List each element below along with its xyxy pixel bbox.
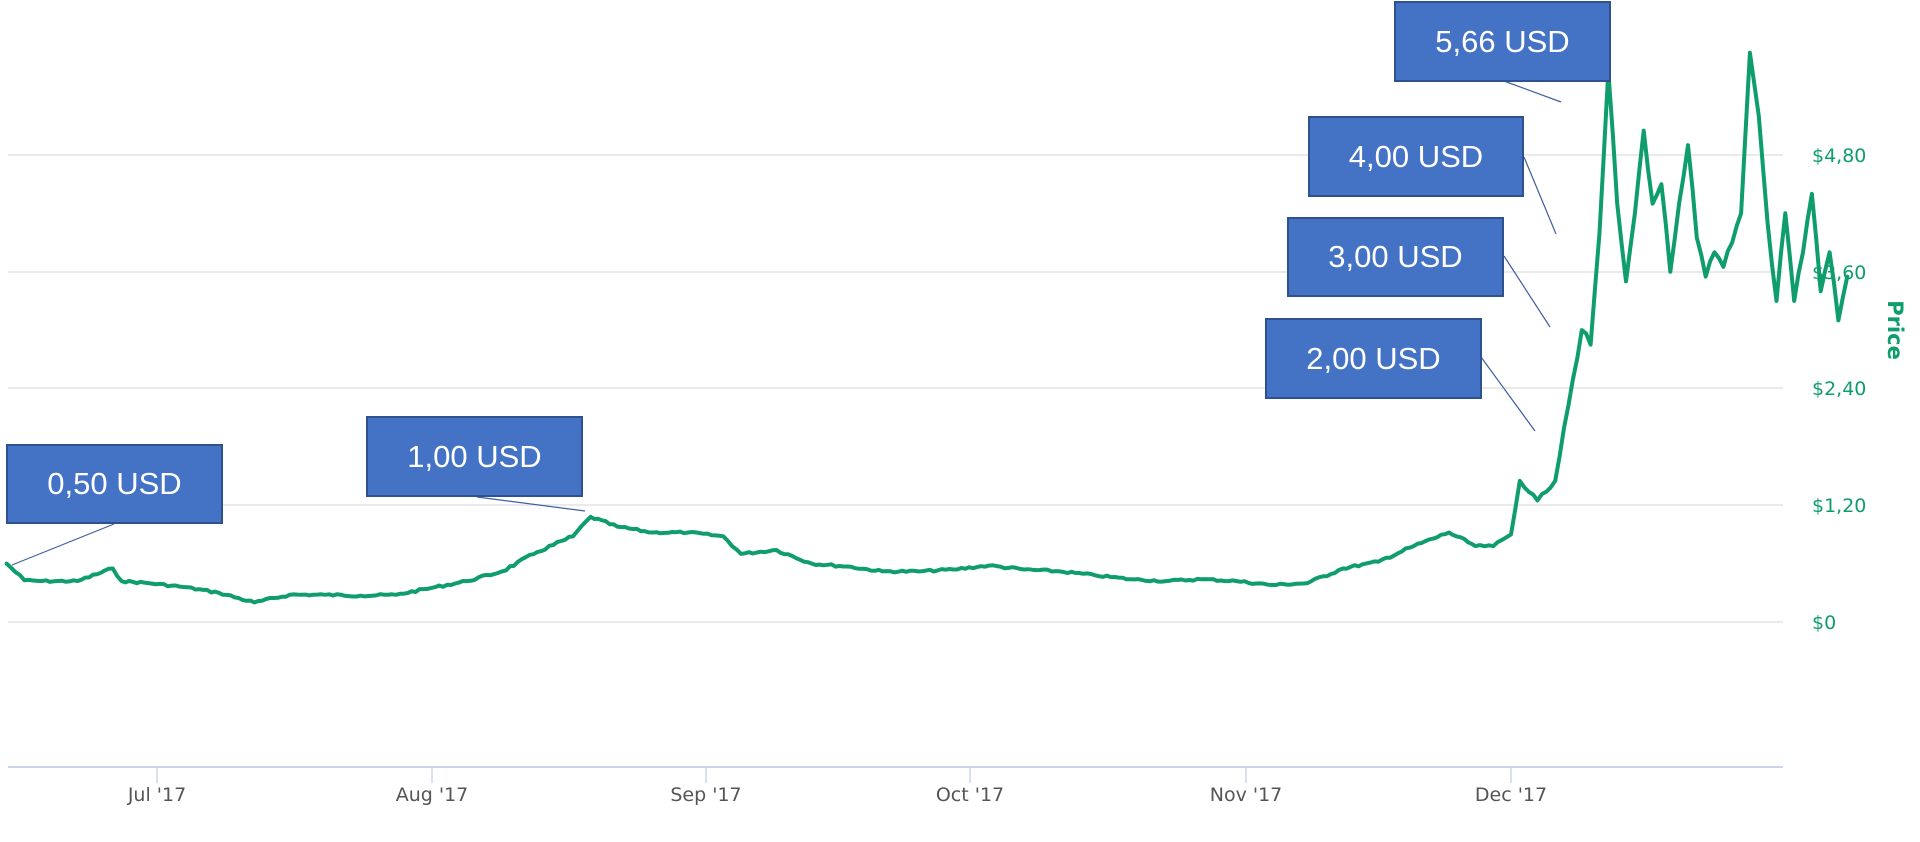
- connector-200: [1480, 356, 1536, 432]
- connector-566: [1503, 80, 1562, 103]
- x-label-sep: Sep '17: [670, 784, 741, 806]
- y-label-4-80: $4,80: [1812, 145, 1866, 167]
- x-label-jul: Jul '17: [127, 784, 186, 806]
- annotation-2-00-usd: 2,00 USD: [1265, 318, 1482, 399]
- x-axis: Jul '17 Aug '17 Sep '17 Oct '17 Nov '17 …: [8, 766, 1783, 806]
- x-label-nov: Nov '17: [1210, 784, 1283, 806]
- x-label-dec: Dec '17: [1475, 784, 1547, 806]
- x-label-oct: Oct '17: [936, 784, 1004, 806]
- annotation-3-00-usd: 3,00 USD: [1287, 217, 1504, 297]
- y-axis-title: Price: [1883, 300, 1907, 360]
- annotation-5-66-usd: 5,66 USD: [1394, 1, 1611, 82]
- gridlines: [8, 154, 1783, 623]
- x-label-aug: Aug '17: [396, 784, 469, 806]
- y-label-0: $0: [1812, 612, 1836, 634]
- connector-050: [11, 523, 115, 566]
- connector-300: [1503, 255, 1551, 328]
- y-label-1-20: $1,20: [1812, 495, 1866, 517]
- annotation-connectors: [11, 80, 1562, 566]
- price-line: [4, 50, 1850, 605]
- annotation-4-00-usd: 4,00 USD: [1308, 116, 1524, 197]
- connector-100: [476, 496, 586, 512]
- annotation-1-00-usd: 1,00 USD: [366, 416, 583, 497]
- y-label-2-40: $2,40: [1812, 378, 1866, 400]
- annotation-0-50-usd: 0,50 USD: [6, 444, 223, 524]
- y-axis: $4,80 $3,60 $2,40 $1,20 $0 Price: [1812, 145, 1907, 634]
- connector-400: [1523, 156, 1557, 235]
